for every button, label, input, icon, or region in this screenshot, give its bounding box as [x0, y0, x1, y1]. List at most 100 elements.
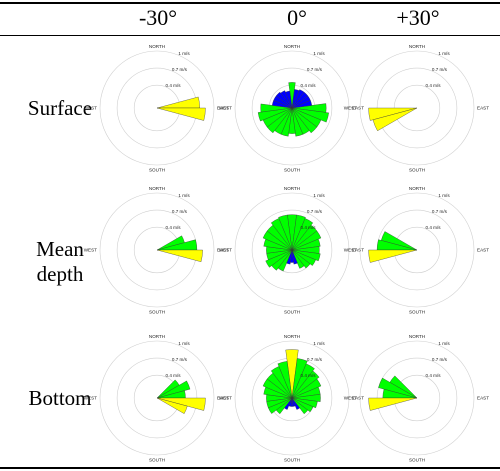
rose-ring-label: 1 m/s [178, 341, 190, 346]
rose-sector [372, 107, 418, 132]
rose-sector [278, 214, 293, 251]
rose-direction-label: WEST [219, 248, 232, 253]
rose-sector [368, 249, 418, 263]
rose-sector [378, 377, 418, 399]
rose-ring-label: 0.7 m/s [432, 357, 448, 362]
rose-sector [368, 397, 418, 411]
rose-chart: 0.4 m/s 0.7 m/s 1 m/s NORTH EAST SOUTH WEST [219, 186, 364, 315]
rose-direction-label: EAST [352, 106, 364, 111]
rose-chart: 0.4 m/s 0.7 m/s 1 m/s NORTH EAST SOUTH WEST [219, 334, 364, 463]
rose-sector [291, 394, 321, 402]
rose-chart: 0.4 m/s 0.7 m/s 1 m/s NORTH EAST SOUTH WEST [344, 334, 489, 463]
rose-ring-label: 0.4 m/s [301, 373, 317, 378]
rose-ring [234, 50, 350, 166]
rose-sector [275, 91, 293, 109]
rose-direction-label: EAST [352, 248, 364, 253]
rose-ring-label: 0.4 m/s [301, 83, 317, 88]
rose-direction-label: NORTH [284, 334, 300, 339]
rose-direction-label: EAST [217, 106, 229, 111]
rose-sector [280, 90, 293, 109]
rose-ring-label: 1 m/s [178, 193, 190, 198]
rose-sector [291, 100, 312, 109]
rose-ring-label: 0.4 m/s [426, 373, 442, 378]
rose-direction-label: WEST [84, 248, 97, 253]
rose-direction-label: SOUTH [409, 168, 425, 173]
rose-sector [291, 238, 321, 251]
rose-ring-label: 0.7 m/s [432, 67, 448, 72]
rose-direction-label: NORTH [149, 44, 165, 49]
header-rule [0, 35, 500, 36]
rose-ring [359, 340, 475, 456]
rose-sector [291, 214, 306, 251]
top-rule [0, 2, 500, 4]
rose-ring-label: 0.7 m/s [307, 357, 323, 362]
rose-ring-label: 0.7 m/s [307, 67, 323, 72]
rose-ring-label: 0.7 m/s [172, 209, 188, 214]
rose-direction-label: NORTH [284, 44, 300, 49]
rose-sector [291, 218, 314, 251]
rose-sector [285, 349, 299, 399]
rose-direction-label: WEST [84, 106, 97, 111]
rose-direction-label: SOUTH [409, 310, 425, 315]
rose-direction-label: SOUTH [284, 168, 300, 173]
rose-sector [291, 107, 304, 137]
rose-sector [288, 82, 296, 109]
rose-chart: 0.4 m/s 0.7 m/s 1 m/s NORTH EAST SOUTH WEST [219, 44, 364, 173]
rose-direction-label: NORTH [284, 186, 300, 191]
rose-chart: 0.4 m/s 0.7 m/s 1 m/s NORTH EAST SOUTH WEST [84, 186, 229, 315]
rose-sector [156, 249, 203, 263]
rose-sector [156, 107, 206, 121]
rose-chart: 0.4 m/s 0.7 m/s 1 m/s NORTH EAST SOUTH WEST [84, 334, 229, 463]
rose-direction-label: NORTH [409, 44, 425, 49]
rose-ring-label: 1 m/s [313, 51, 325, 56]
rose-direction-label: SOUTH [409, 458, 425, 463]
rose-ring-label: 0.4 m/s [301, 225, 317, 230]
rose-sector [291, 249, 311, 269]
rose-sector [291, 397, 300, 410]
rose-ring-label: 1 m/s [313, 341, 325, 346]
rose-direction-label: WEST [219, 106, 232, 111]
rose-direction-label: WEST [84, 396, 97, 401]
rose-sector [291, 358, 308, 399]
rose-direction-label: NORTH [409, 334, 425, 339]
rose-sector [156, 397, 188, 414]
rose-direction-label: WEST [344, 106, 357, 111]
column-header-zero: 0° [287, 5, 307, 30]
row-header-mean-depth-line: depth [36, 262, 84, 286]
rose-direction-label: EAST [477, 248, 489, 253]
rose-ring-label: 0.4 m/s [166, 373, 182, 378]
rose-sector [156, 380, 191, 399]
rose-ring-label: 0.7 m/s [432, 209, 448, 214]
rose-sector [260, 103, 293, 113]
rose-direction-label: EAST [352, 396, 364, 401]
rose-ring [234, 340, 350, 456]
rose-sector [291, 249, 316, 266]
rose-direction-label: EAST [217, 396, 229, 401]
rose-ring-label: 1 m/s [438, 51, 450, 56]
rose-direction-label: SOUTH [149, 458, 165, 463]
rose-sector [291, 230, 322, 251]
rose-sector [257, 107, 293, 122]
rose-direction-label: NORTH [149, 186, 165, 191]
rose-ring-label: 0.4 m/s [166, 225, 182, 230]
rose-sector [265, 249, 293, 268]
rose-ring [99, 192, 215, 308]
rose-direction-label: SOUTH [149, 168, 165, 173]
rose-ring-label: 0.7 m/s [172, 357, 188, 362]
rose-sector [291, 378, 322, 399]
rose-ring-label: 0.4 m/s [426, 83, 442, 88]
rose-sector [291, 370, 320, 399]
bottom-rule [0, 467, 500, 469]
rose-direction-label: WEST [219, 396, 232, 401]
rose-direction-label: EAST [477, 396, 489, 401]
row-header-surface: Surface [27, 96, 93, 120]
rose-ring [359, 50, 475, 166]
rose-chart: 0.4 m/s 0.7 m/s 1 m/s NORTH EAST SOUTH WEST [344, 44, 489, 173]
rose-direction-label: EAST [477, 106, 489, 111]
rose-sector [277, 361, 293, 399]
rose-ring [99, 50, 215, 166]
rose-ring [251, 67, 333, 149]
rose-ring-label: 1 m/s [438, 341, 450, 346]
column-header-plus30: +30° [396, 5, 440, 30]
